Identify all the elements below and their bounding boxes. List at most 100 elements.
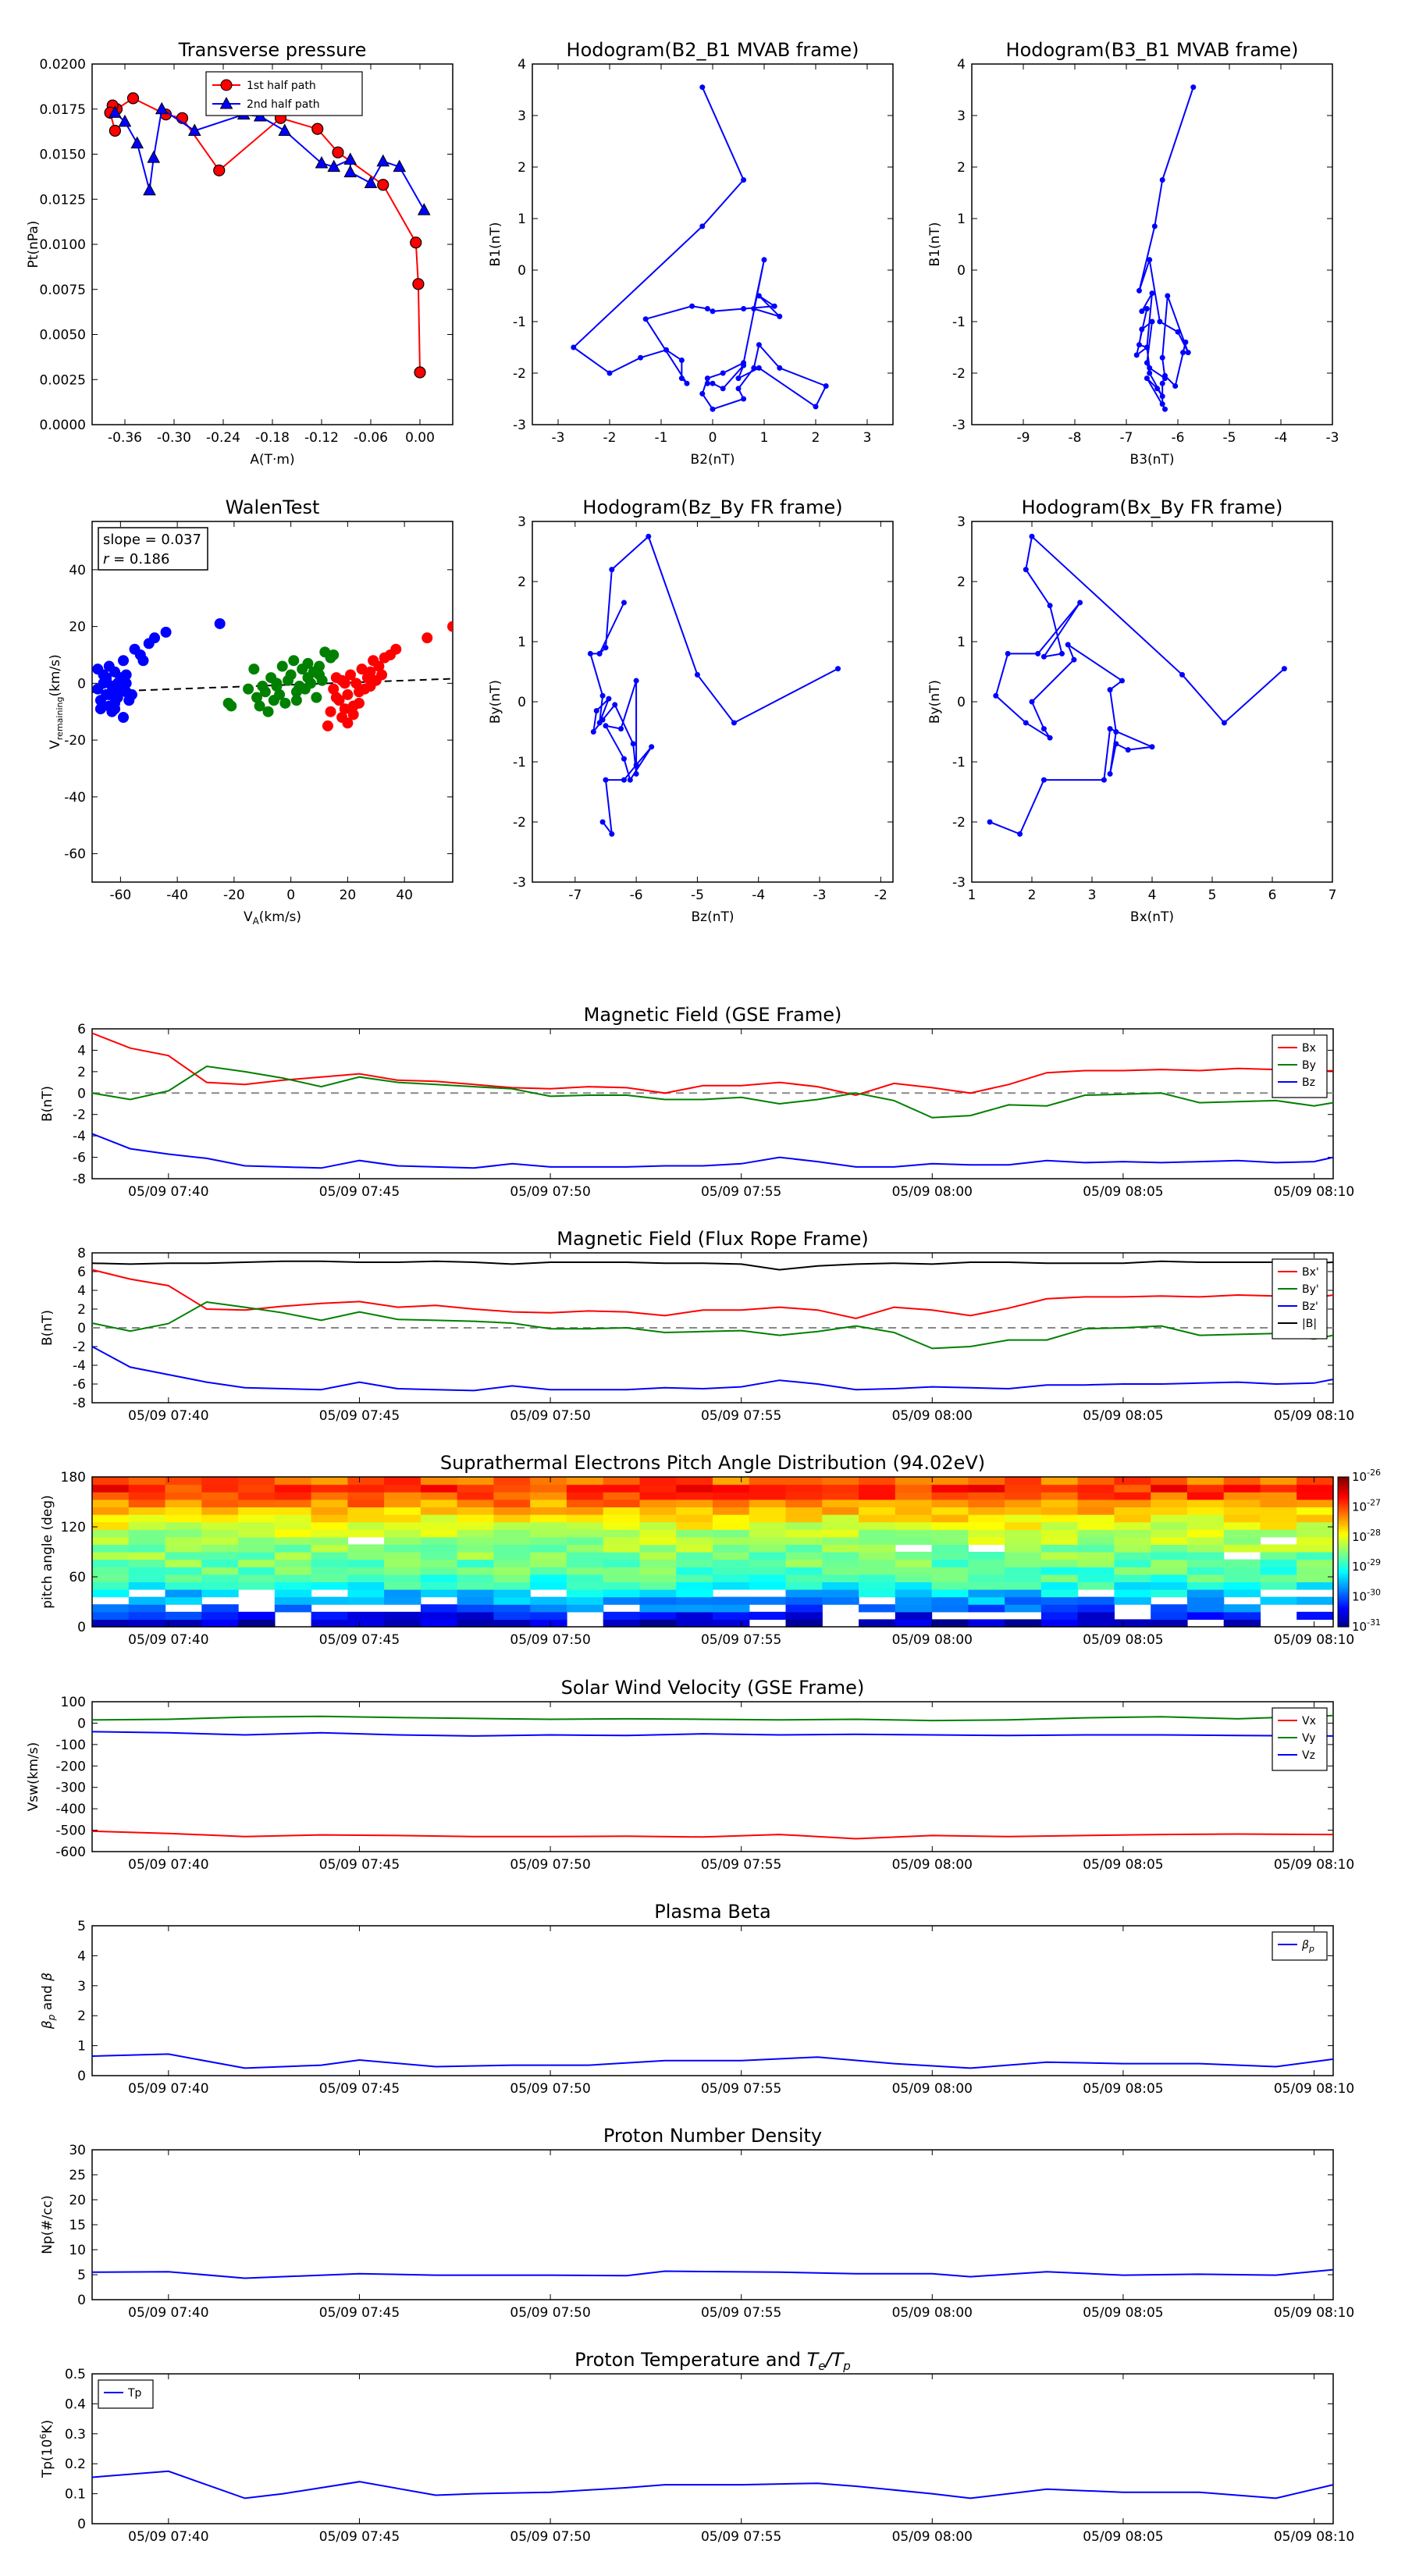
data-point	[276, 660, 288, 672]
data-point	[751, 306, 757, 311]
data-point	[130, 136, 144, 149]
x-tick-label: 05/09 08:10	[1274, 2305, 1354, 2321]
x-tick-label: 40	[396, 888, 413, 903]
colorbar-band	[1338, 1504, 1349, 1507]
label-part: Proton Temperature and	[574, 2349, 806, 2371]
data-point	[1107, 687, 1113, 693]
heatmap-cell	[92, 1574, 130, 1582]
data-point	[1185, 350, 1191, 356]
x-tick-label: 05/09 08:10	[1274, 1632, 1354, 1648]
heatmap-cell	[931, 1589, 969, 1598]
heatmap-cell	[384, 1521, 422, 1530]
data-point	[1144, 375, 1150, 382]
heatmap-cell	[566, 1552, 604, 1560]
heatmap-cell	[603, 1477, 641, 1485]
legend-label: Vy	[1302, 1732, 1316, 1745]
y-tick-label: 0	[77, 2293, 86, 2308]
heatmap-cell	[1297, 1536, 1334, 1545]
heatmap-cell	[347, 1596, 385, 1605]
y-tick-label: -100	[55, 1738, 86, 1753]
heatmap-cell	[566, 1536, 604, 1545]
series-line-Bz'	[91, 1346, 1334, 1392]
heatmap-cell	[859, 1552, 896, 1560]
heatmap-cell	[859, 1582, 896, 1590]
heatmap-cell	[274, 1536, 312, 1545]
heatmap-cell	[749, 1567, 787, 1575]
heatmap-cell	[1114, 1521, 1151, 1530]
heatmap-cell	[311, 1492, 348, 1500]
heatmap-cell	[676, 1514, 713, 1523]
heatmap-cell	[566, 1499, 604, 1507]
heatmap-cell	[785, 1484, 823, 1493]
heatmap-cell	[1077, 1619, 1115, 1628]
data-point	[1147, 257, 1153, 263]
heatmap-cell	[493, 1536, 531, 1545]
data-point	[94, 703, 106, 715]
heatmap-cell	[165, 1492, 202, 1500]
heatmap-cell	[1223, 1559, 1261, 1567]
heatmap-cell	[713, 1552, 750, 1560]
heatmap-cell	[895, 1589, 933, 1598]
data-point	[447, 621, 453, 632]
heatmap-cell	[785, 1536, 823, 1545]
heatmap-cell	[1223, 1536, 1261, 1545]
heatmap-cell	[566, 1477, 604, 1485]
y-axis-label: By(nT)	[488, 680, 503, 724]
heatmap-cell	[384, 1529, 422, 1538]
legend-box	[1272, 1931, 1328, 1961]
heatmap-cell	[457, 1484, 494, 1493]
x-axis-label: A(T·m)	[250, 452, 294, 468]
x-tick-label: 05/09 08:00	[892, 2081, 973, 2097]
heatmap-cell	[749, 1536, 787, 1545]
heatmap-cell	[931, 1574, 969, 1582]
data-point	[343, 165, 357, 178]
heatmap-cell	[530, 1544, 567, 1553]
heatmap-cell	[128, 1477, 166, 1485]
y-tick-label: 1	[957, 212, 966, 227]
colorbar-band	[1338, 1561, 1349, 1565]
y-tick-label: -300	[55, 1781, 86, 1796]
data-point	[1179, 671, 1185, 678]
x-tick-label: -8	[1069, 430, 1082, 446]
heatmap-cell	[201, 1536, 239, 1545]
data-point	[1149, 318, 1155, 325]
colorbar-band	[1338, 1579, 1349, 1582]
x-tick-label: 05/09 08:00	[892, 1632, 973, 1648]
heatmap-cell	[639, 1536, 677, 1545]
data-point	[365, 666, 376, 678]
heatmap-cell	[822, 1521, 859, 1530]
data-point	[1119, 678, 1125, 684]
y-tick-label: -8	[73, 1396, 86, 1411]
legend-box	[1272, 1258, 1328, 1340]
legend-marker	[220, 79, 233, 91]
y-tick-label: 0.0175	[40, 102, 86, 118]
label-part: e	[818, 2359, 825, 2373]
heatmap-cell	[859, 1507, 896, 1515]
heatmap-cell	[785, 1567, 823, 1575]
heatmap-cell	[457, 1552, 494, 1560]
heatmap-cell	[493, 1589, 531, 1598]
heatmap-cell	[1186, 1536, 1225, 1545]
label-part: 10	[1352, 1500, 1367, 1514]
plot-area	[587, 533, 841, 837]
heatmap-cell	[238, 1484, 276, 1493]
x-tick-label: 05/09 08:10	[1274, 1857, 1354, 1873]
label-part: remaining	[55, 697, 65, 741]
label-part: 10	[1352, 1590, 1367, 1604]
data-point	[1162, 372, 1168, 379]
label-part: 10	[1352, 1530, 1367, 1544]
heatmap-cell	[639, 1499, 677, 1507]
heatmap-cell	[238, 1514, 276, 1523]
data-point	[103, 688, 115, 700]
legend: 1st half path 2nd half path	[205, 71, 363, 116]
data-point	[699, 223, 706, 229]
data-point	[720, 386, 726, 392]
y-tick-label: -400	[55, 1802, 86, 1817]
heatmap-cell	[493, 1529, 531, 1538]
chart-hodo_b3_b1: -9 -8 -7 -6 -5 -4 -3 -3 -2 -1 0 1 2 3 4 Hodogram(B3_B1 …	[927, 39, 1339, 468]
data-point	[1136, 342, 1142, 348]
y-tick-label: 30	[69, 2143, 86, 2158]
heatmap-cell	[201, 1589, 239, 1598]
y-tick-label: 1	[518, 212, 526, 227]
x-tick-label: 05/09 08:05	[1083, 2081, 1163, 2097]
